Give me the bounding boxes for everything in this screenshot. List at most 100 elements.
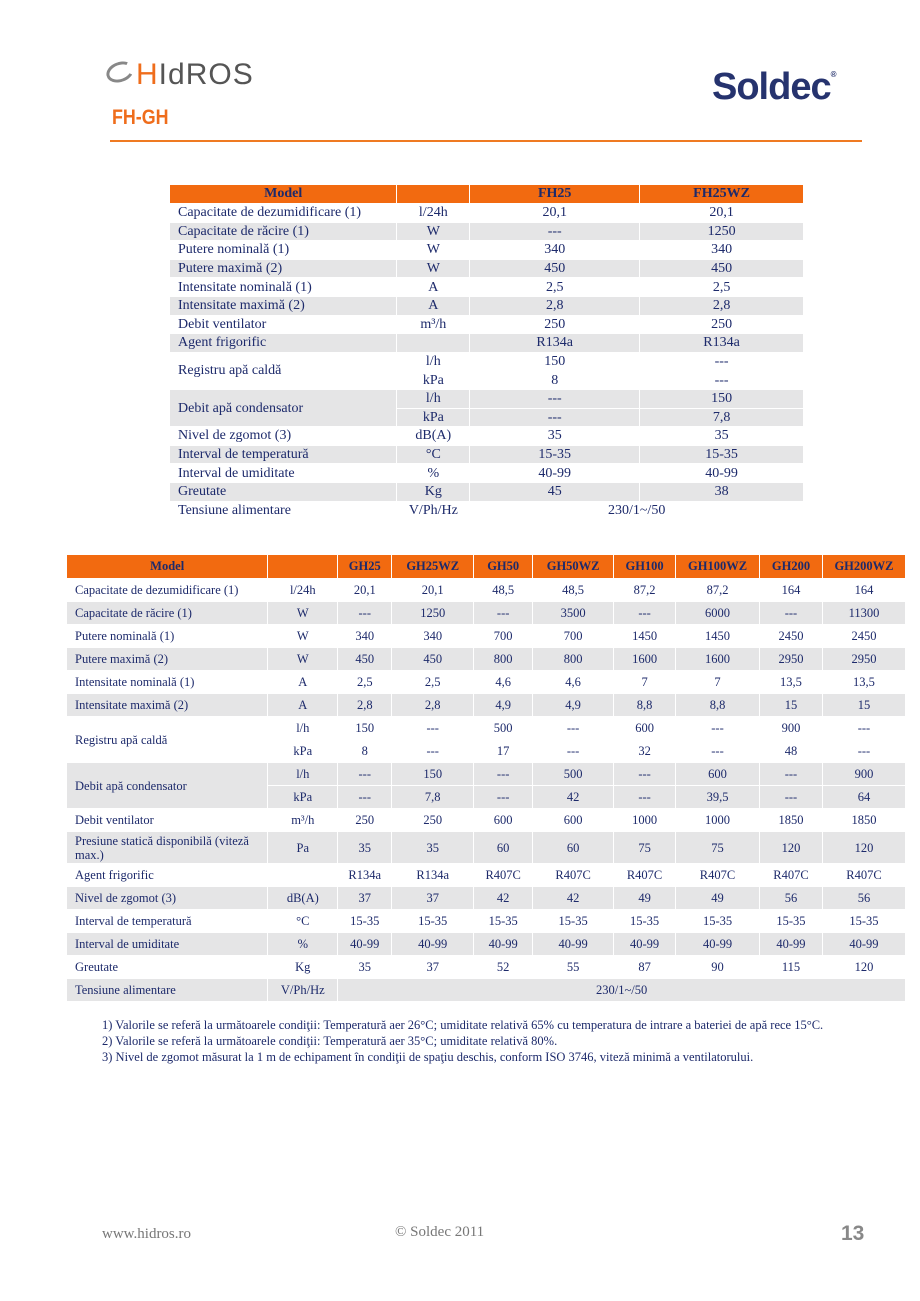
value-cell: --- [759, 785, 823, 809]
value-cell: 2,8 [337, 693, 393, 717]
value-cell: 35 [391, 831, 475, 864]
value-cell: 900 [822, 762, 907, 786]
value-cell: 1250 [639, 222, 804, 242]
table-row: Putere nominală (1) W 340 340 700 700 1450 1450… [67, 624, 907, 648]
unit-cell: W [267, 624, 339, 648]
value-cell: 35 [337, 831, 393, 864]
header-row: Model GH25 GH25WZ GH50 GH50WZ GH100 GH100WZ GH2… [67, 555, 907, 579]
table-row: Capacitate de dezumidificare (1) l/24h 20,… [67, 578, 907, 602]
table-row: Debit ventilator m³/h 250 250 600 600 1000 1000… [67, 808, 907, 832]
value-cell: 20,1 [639, 203, 804, 223]
value-cell: 7,8 [639, 408, 804, 428]
value-cell: 8,8 [675, 693, 760, 717]
value-cell: 120 [822, 955, 907, 979]
registered-mark: ® [830, 70, 837, 79]
column-header: Model [170, 185, 398, 204]
value-cell: R407C [822, 863, 907, 887]
unit-cell: A [396, 296, 471, 316]
value-cell: 37 [391, 886, 475, 910]
product-title: FH-GH [112, 106, 169, 129]
unit-cell: A [396, 277, 471, 297]
value-cell: --- [759, 601, 823, 625]
value-cell: 56 [759, 886, 823, 910]
value-cell: 15-35 [337, 909, 393, 933]
table-row: Interval de umiditate% 40-99 40-99 40-99 40-… [67, 932, 907, 956]
value-cell: --- [675, 716, 760, 740]
value-cell: 120 [759, 831, 823, 864]
table-row: Tensiune alimentare V/Ph/Hz 230/1~/50 [67, 978, 906, 1002]
value-cell: --- [613, 785, 677, 809]
value-cell: 60 [532, 831, 615, 864]
value-cell: 90 [675, 955, 760, 979]
value-cell: 600 [473, 808, 534, 832]
value-cell: 40-99 [391, 932, 475, 956]
value-cell: --- [469, 222, 641, 242]
table-row: Agent frigorific R134a R134a R407C R407C R407… [67, 863, 907, 887]
footer-copyright: © Soldec 2011 [395, 1224, 485, 1240]
table-row: Debit ventilator m³/h 250 250 [170, 315, 804, 335]
value-cell: 15 [759, 693, 823, 717]
value-cell: 340 [391, 624, 475, 648]
table-row: Intensitate nominală (1) A 2,5 2,5 4,6 4,6 7 7 1… [67, 670, 907, 694]
unit-cell: l/h [396, 352, 471, 372]
value-cell: R407C [675, 863, 760, 887]
value-cell: 450 [639, 259, 804, 279]
value-cell: 600 [675, 762, 760, 786]
row-label: Putere maximă (2) [67, 647, 269, 671]
value-cell: 87,2 [613, 578, 677, 602]
logo-h: H [136, 58, 159, 91]
value-cell: 1850 [759, 808, 823, 832]
value-cell: 40-99 [469, 463, 641, 483]
value-cell: R134a [639, 333, 804, 353]
column-header [267, 555, 339, 579]
value-cell: 1600 [675, 647, 760, 671]
value-cell: 40-99 [337, 932, 393, 956]
value-cell: 35 [337, 955, 393, 979]
row-label: Debit ventilator [67, 808, 269, 832]
unit-cell: V/Ph/Hz [396, 501, 471, 521]
value-cell: 340 [337, 624, 393, 648]
row-label: Putere nominală (1) [170, 240, 398, 260]
row-label: Registru apă caldă [67, 716, 269, 763]
value-cell: 4,6 [532, 670, 615, 694]
value-cell: 2450 [759, 624, 823, 648]
column-header: GH50WZ [532, 555, 615, 579]
row-label: Debit apă condensator [170, 389, 398, 428]
footer-website[interactable]: www.hidros.ro [102, 1226, 192, 1242]
value-cell: 250 [391, 808, 475, 832]
header-divider [110, 140, 862, 142]
value-cell: 15-35 [675, 909, 760, 933]
row-label: Putere maximă (2) [170, 259, 398, 279]
value-cell: 3500 [532, 601, 615, 625]
value-cell: 40-99 [675, 932, 760, 956]
value-cell: 40-99 [473, 932, 534, 956]
value-cell: 15-35 [822, 909, 907, 933]
value-cell: 13,5 [759, 670, 823, 694]
value-cell: 2,8 [639, 296, 804, 316]
row-label: Interval de umiditate [170, 463, 398, 483]
row-label: Capacitate de dezumidificare (1) [170, 203, 398, 223]
column-header: GH25 [337, 555, 393, 579]
table-row: Putere nominală (1) W 340 340 [170, 240, 804, 260]
value-cell: 2,5 [639, 277, 804, 297]
value-cell: 4,9 [473, 693, 534, 717]
unit-cell [267, 863, 339, 887]
value-cell: 45 [469, 482, 641, 502]
fh-specs-table: Model FH25 FH25WZ Capacitate de dezumidific… [170, 185, 804, 521]
table-row: Capacitate de răcire (1) W --- 1250 --- 3500-… [67, 601, 907, 625]
row-label: Putere nominală (1) [67, 624, 269, 648]
table-row: Putere maximă (2) W 450 450 [170, 259, 804, 279]
row-label: Debit ventilator [170, 315, 398, 335]
footnote-2: 2) Valorile se referă la următoarele con… [102, 1034, 558, 1048]
unit-cell: Pa [267, 831, 339, 864]
table-row: Nivel de zgomot (3) dB(A) 37 37 42 42 49 49 56 56 [67, 886, 907, 910]
value-cell: 115 [759, 955, 823, 979]
value-cell: 8 [337, 739, 393, 763]
gh-specs-table: Model GH25 GH25WZ GH50 GH50WZ GH100 GH100WZ GH2… [67, 555, 907, 1002]
table-row: Capacitate de răcire (1) W --- 1250 [170, 222, 804, 242]
value-cell: 35 [469, 426, 641, 446]
unit-cell: A [267, 693, 339, 717]
unit-cell: Kg [267, 955, 339, 979]
value-cell: 164 [822, 578, 907, 602]
unit-cell: m³/h [267, 808, 339, 832]
